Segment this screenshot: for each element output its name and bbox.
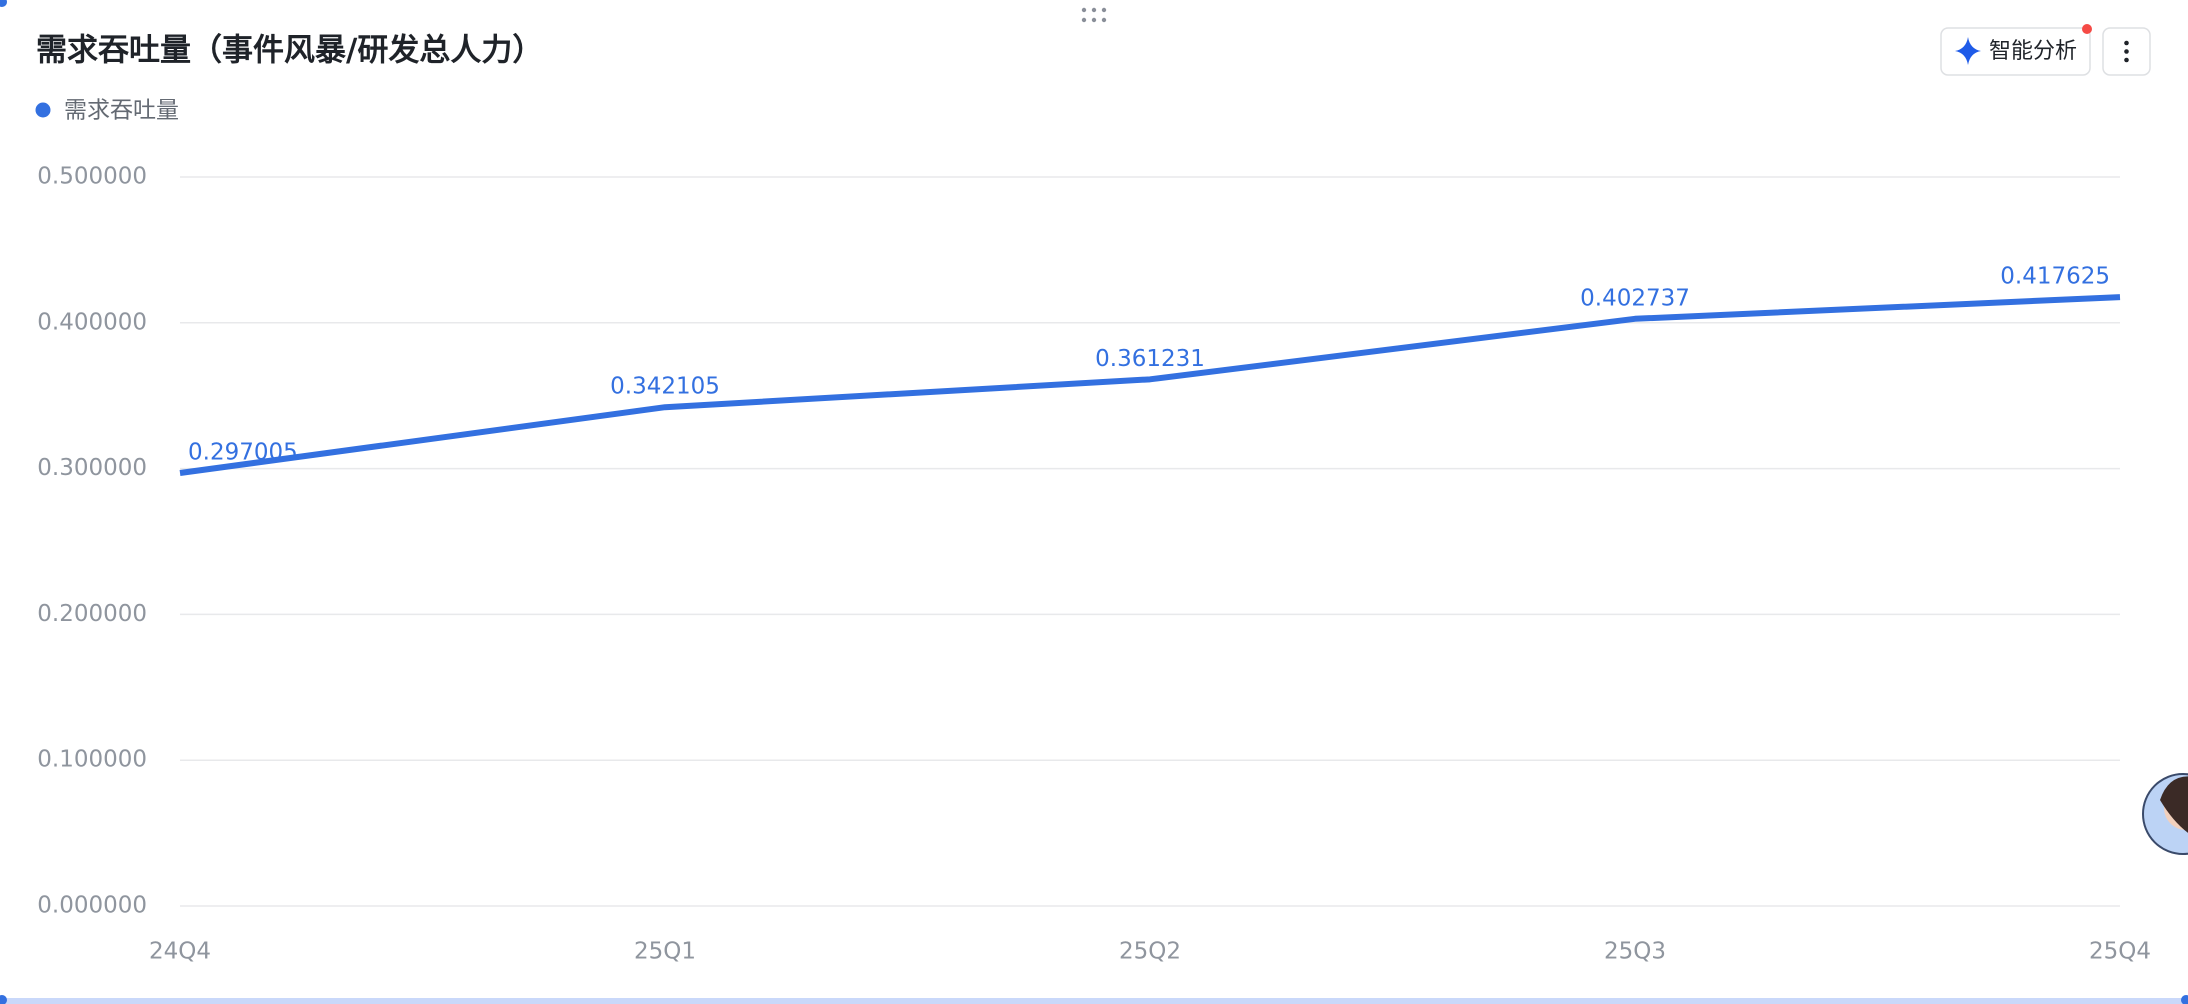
data-label: 0.402737 <box>1580 285 1690 311</box>
ai-button-frame[interactable] <box>1940 27 2091 76</box>
data-label: 0.297005 <box>188 439 298 465</box>
y-tick-label: 0.200000 <box>37 601 147 627</box>
menu-button[interactable] <box>2102 27 2151 76</box>
ai-button-label[interactable]: 智能分析 <box>1989 39 2077 64</box>
legend-marker <box>35 102 51 118</box>
data-label: 0.361231 <box>1095 346 1205 372</box>
legend-label: 需求吞吐量 <box>64 98 179 124</box>
x-tick-label: 25Q1 <box>634 939 696 965</box>
ai-icon <box>1955 37 1981 65</box>
bottom-border <box>0 998 2188 1004</box>
ai-button[interactable]: 智能分析 <box>1940 24 2092 76</box>
y-tick-label: 0.300000 <box>37 455 147 481</box>
y-tick-label: 0.100000 <box>37 747 147 773</box>
corner-handle <box>0 0 7 7</box>
corner-handle <box>2181 995 2188 1004</box>
data-line <box>179 294 2121 476</box>
avatar[interactable] <box>2142 773 2188 855</box>
y-tick-label: 0.000000 <box>37 893 147 919</box>
corner-handle <box>0 995 7 1004</box>
notification-dot <box>2082 24 2092 34</box>
data-label: 0.417625 <box>2000 264 2110 290</box>
data-label: 0.342105 <box>610 374 720 400</box>
x-tick-label: 24Q4 <box>149 939 211 965</box>
chart-title: 需求吞吐量（事件风暴/研发总人力） <box>36 33 543 69</box>
x-tick-label: 25Q3 <box>1604 939 1666 965</box>
y-tick-label: 0.400000 <box>37 309 147 335</box>
y-tick-label: 0.500000 <box>37 164 147 190</box>
drag-handle[interactable] <box>1081 7 1107 23</box>
x-tick-label: 25Q2 <box>1119 939 1181 965</box>
x-tick-label: 25Q4 <box>2089 939 2151 965</box>
